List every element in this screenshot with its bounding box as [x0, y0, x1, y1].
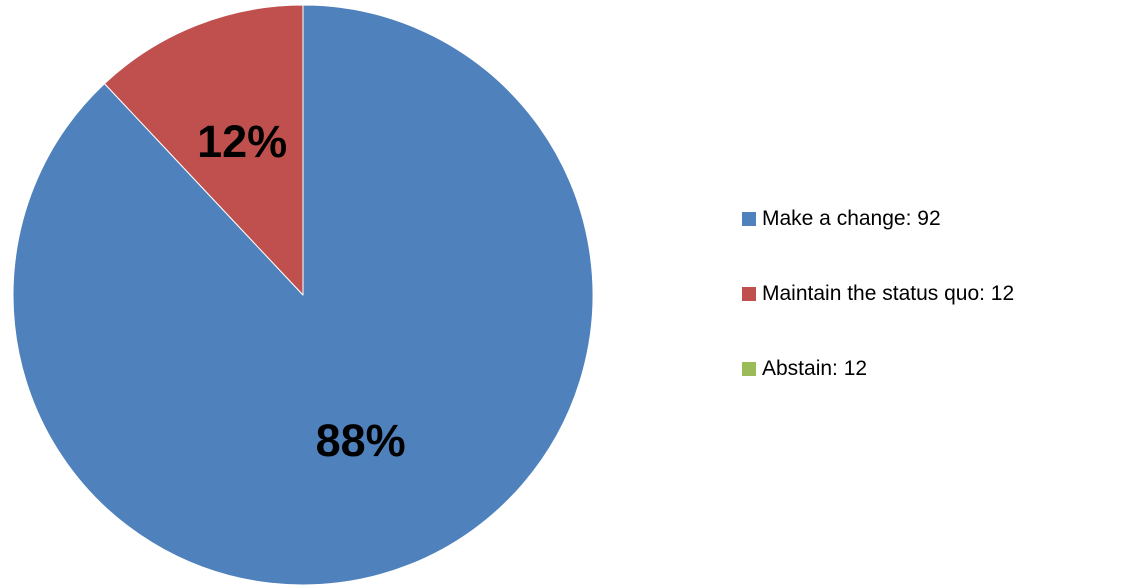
legend-item: Abstain: 12 — [742, 352, 1112, 386]
legend-swatch — [742, 212, 756, 226]
legend: Make a change: 92 Maintain the status quo… — [742, 202, 1112, 386]
pie-slice-maintain-the-status-quo — [103, 4, 304, 296]
legend-item: Maintain the status quo: 12 — [742, 277, 1112, 311]
legend-label: Make a change: 92 — [762, 207, 941, 230]
data-label-make-a-change: 88% — [316, 415, 406, 466]
data-label-maintain-the-status-quo: 12% — [197, 116, 287, 167]
legend-swatch — [742, 287, 756, 301]
legend-item: Make a change: 92 — [742, 202, 1112, 236]
legend-swatch — [742, 362, 756, 376]
legend-label: Abstain: 12 — [762, 357, 868, 380]
legend-label: Maintain the status quo: 12 — [762, 282, 1015, 305]
